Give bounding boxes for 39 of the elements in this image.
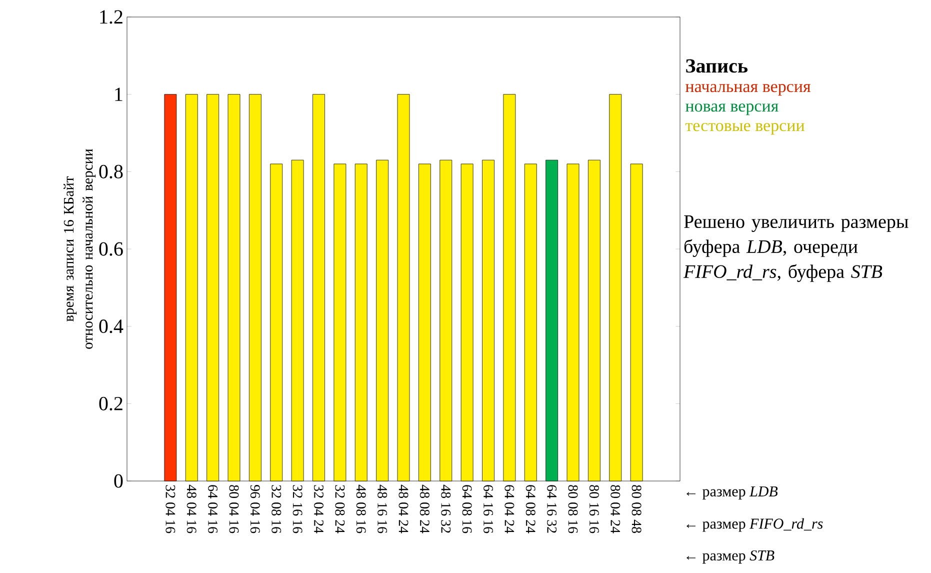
y-tick-label: 0.4 <box>99 320 124 334</box>
x-tick-label: 48 16 16 <box>378 484 388 534</box>
x-tick-label: 48 04 16 <box>186 484 196 534</box>
x-tick-label: 64 16 32 <box>547 485 557 533</box>
x-tick-label: 32 16 16 <box>292 485 302 534</box>
x-tick-label: 32 04 16 <box>166 485 176 534</box>
x-tick-label: 48 08 16 <box>356 484 366 534</box>
text: тестовые версии <box>685 123 804 135</box>
x-tick-label: 64 16 16 <box>484 485 493 534</box>
y-tick-label: 0.6 <box>99 242 123 256</box>
x-tick-label: 80 08 48 <box>632 485 642 533</box>
text: ← размер STB <box>686 550 774 564</box>
y-tick-label: 1.2 <box>100 10 122 24</box>
x-tick-label: 80 16 16 <box>589 485 599 534</box>
text: Решено увеличить размеры буфера LDB, очереди FIFO_rd_rs, буфера STB <box>683 215 908 282</box>
x-tick-label: 64 08 16 <box>462 485 472 534</box>
x-tick-label: 32 04 24 <box>314 485 324 534</box>
x-tick-label: 80 04 16 <box>229 485 239 534</box>
y-tick-label: 1 <box>115 88 122 101</box>
x-tick-label: 64 04 16 <box>208 485 218 534</box>
y-axis-title: время записи 16 КБайт относительно начальной версии <box>64 148 96 349</box>
x-tick-label: 96 04 16 <box>250 484 260 534</box>
text: ← размер FIFO_rd_rs <box>686 518 823 532</box>
x-tick-label: 48 16 32 <box>441 484 451 533</box>
y-tick-label: 0.2 <box>99 396 122 410</box>
y-tick-label: 0 <box>114 474 123 488</box>
x-tick-label: 32 08 16 <box>272 485 282 534</box>
x-tick-label: 80 04 24 <box>610 485 620 534</box>
x-tick-label: 64 08 24 <box>526 485 536 534</box>
x-tick-label: 64 04 24 <box>504 485 514 534</box>
legend-title: Запись <box>686 59 748 73</box>
x-tick-label: 48 04 24 <box>398 484 408 534</box>
x-tick-label: 80 08 16 <box>568 485 578 534</box>
text: новая версия <box>686 103 778 116</box>
y-tick-label: 0.8 <box>99 164 123 178</box>
text: ← размер LDB <box>686 486 778 500</box>
text: начальная версия <box>686 84 810 96</box>
x-tick-label: 32 08 24 <box>335 485 345 534</box>
x-tick-label: 48 08 24 <box>420 484 430 534</box>
